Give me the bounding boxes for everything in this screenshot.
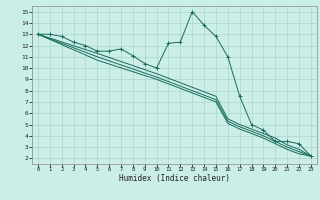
X-axis label: Humidex (Indice chaleur): Humidex (Indice chaleur)	[119, 174, 230, 183]
